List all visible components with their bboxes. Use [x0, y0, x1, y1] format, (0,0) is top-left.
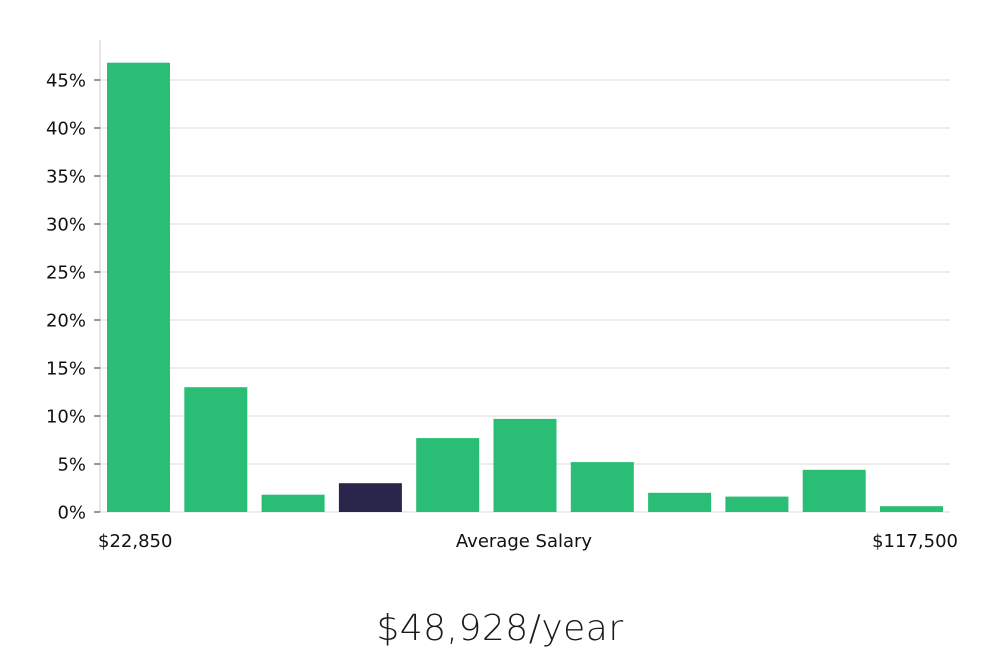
y-tick-label: 20% [46, 311, 86, 332]
y-tick-label: 15% [46, 359, 86, 380]
y-axis: 0% 5% 10% 15% 20% 25% 30% 35% 40% 45% [46, 40, 101, 524]
x-axis-title: Average Salary [456, 531, 593, 552]
bar [107, 62, 170, 512]
salary-histogram: 0% 5% 10% 15% 20% 25% 30% 35% 40% 45% $22,850 Ave… [46, 40, 958, 552]
bar [802, 469, 866, 512]
y-tick-label: 25% [46, 263, 86, 284]
bars [107, 62, 943, 512]
y-tick-label: 30% [46, 215, 86, 236]
bar [725, 496, 789, 512]
bar [416, 438, 480, 512]
y-tick-label: 35% [46, 167, 86, 188]
y-tick-label: 10% [46, 407, 86, 428]
bar-highlighted [338, 483, 402, 512]
bar [493, 418, 557, 512]
bar [570, 462, 634, 512]
bar [880, 506, 943, 512]
bar [648, 492, 712, 512]
average-salary-value: $48,928/year [376, 608, 624, 649]
y-tick-label: 5% [57, 455, 86, 476]
bar [184, 387, 248, 512]
x-min-label: $22,850 [98, 531, 172, 552]
y-tick-label: 40% [46, 119, 86, 140]
y-tick-label: 0% [57, 503, 86, 524]
y-tick-label: 45% [46, 71, 86, 92]
x-max-label: $117,500 [872, 531, 958, 552]
bar [261, 494, 325, 512]
x-axis: $22,850 Average Salary $117,500 [98, 531, 958, 552]
